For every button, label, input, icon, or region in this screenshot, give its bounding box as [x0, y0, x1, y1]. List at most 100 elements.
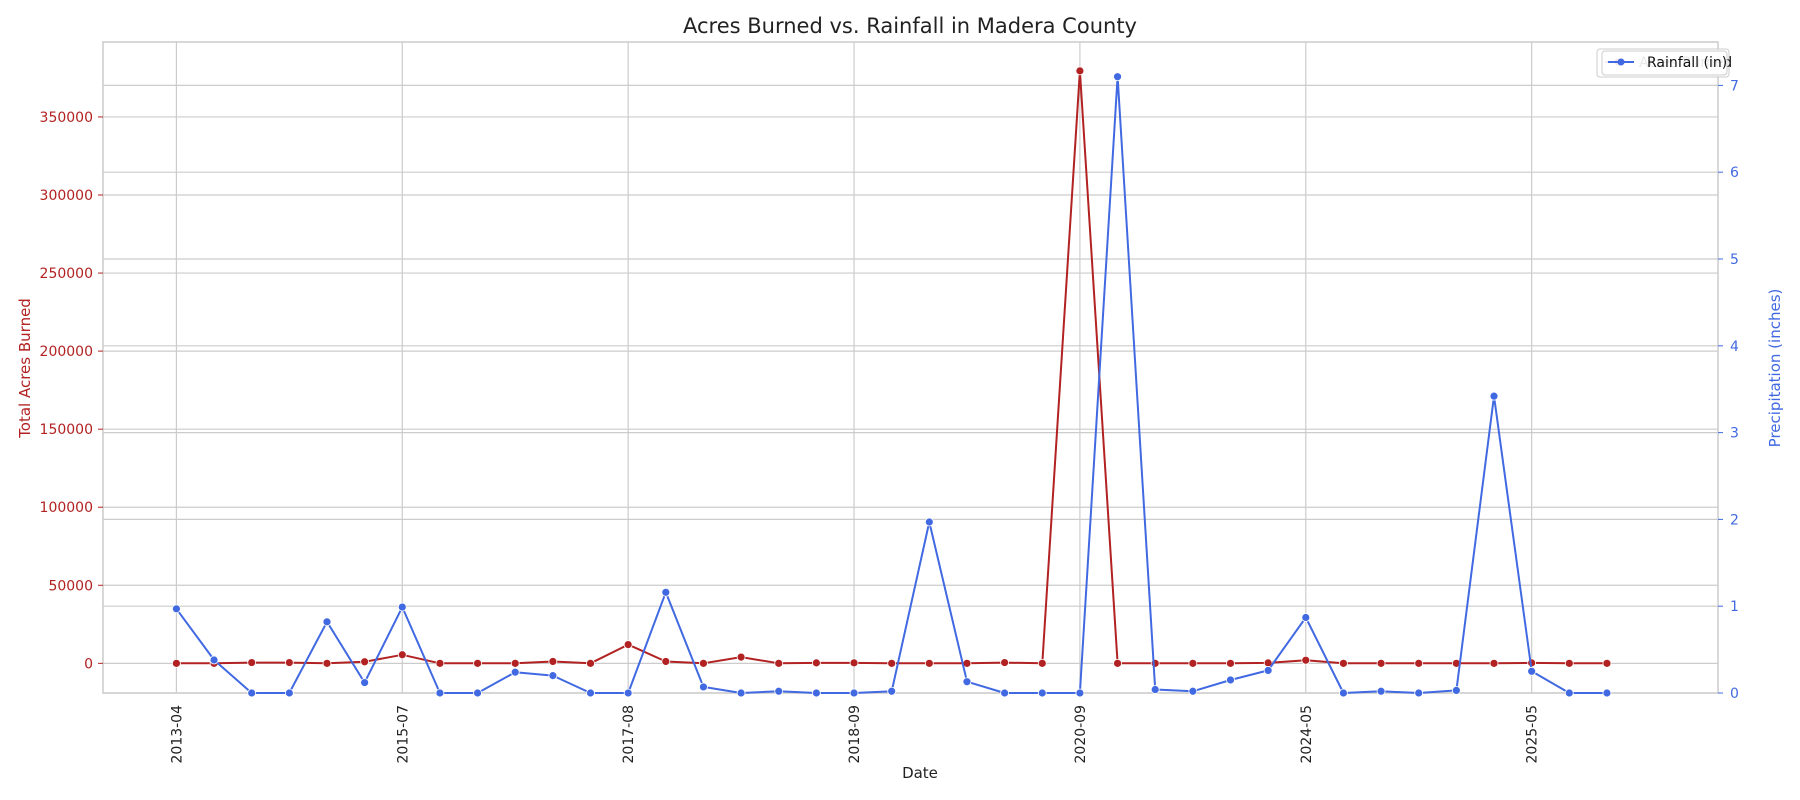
left-tick-label: 300000 — [40, 188, 93, 204]
acres-point — [699, 658, 708, 668]
right-tick-label: 5 — [1730, 252, 1739, 268]
rainfall-point — [435, 688, 445, 698]
legend: Acres Burned Rainfall (in) — [1596, 48, 1732, 78]
rainfall-point — [1301, 613, 1311, 622]
x-tick-label: 2015-07 — [395, 705, 411, 764]
rainfall-point — [1075, 688, 1085, 698]
left-tick-label: 150000 — [40, 422, 93, 438]
acres-point — [623, 640, 633, 650]
rainfall-point — [586, 688, 595, 698]
acres-point — [661, 657, 671, 666]
acres-point — [811, 658, 821, 668]
rainfall-point — [1451, 685, 1461, 695]
x-tick-label: 2013-04 — [169, 705, 185, 764]
rainfall-point — [322, 617, 332, 627]
right-tick-label: 0 — [1730, 686, 1739, 702]
rainfall-point — [1339, 688, 1348, 698]
rainfall-point — [849, 688, 859, 698]
acres-point — [435, 658, 445, 668]
left-tick-label: 50000 — [48, 578, 93, 594]
rainfall-point — [284, 688, 294, 698]
series-layer — [172, 66, 1612, 698]
acres-point — [1000, 658, 1010, 667]
acres-point — [1339, 658, 1348, 668]
acres-point — [887, 658, 897, 668]
rainfall-point — [736, 688, 746, 698]
rainfall-point — [247, 688, 257, 698]
rainfall-point — [209, 655, 219, 665]
acres-point — [1113, 658, 1122, 668]
rainfall-point — [1489, 391, 1499, 401]
acres-series-line — [176, 69, 1607, 665]
rainfall-point — [1376, 686, 1386, 696]
x-tick-label: 2024-05 — [1299, 705, 1315, 764]
rainfall-point — [548, 671, 558, 681]
rainfall-point — [887, 686, 897, 696]
acres-point — [1301, 655, 1311, 665]
acres-point — [586, 658, 595, 668]
acres-point — [1226, 658, 1235, 668]
rainfall-point — [1414, 688, 1424, 698]
grid-layer — [103, 42, 1718, 694]
rainfall-point — [1188, 686, 1198, 696]
legend-rain-marker — [1617, 58, 1625, 66]
right-tick-label: 6 — [1730, 165, 1739, 181]
acres-point — [284, 658, 294, 667]
acres-point — [322, 658, 332, 668]
rainfall-point — [1037, 688, 1047, 698]
acres-point — [473, 658, 482, 668]
acres-point — [397, 650, 407, 660]
x-tick-label: 2018-09 — [847, 705, 863, 764]
rainfall-point — [1113, 72, 1122, 82]
rainfall-point — [1226, 675, 1235, 685]
rainfall-point — [510, 667, 520, 677]
rainfall-point — [962, 677, 972, 687]
rainfall-point — [473, 688, 482, 698]
rainfall-point — [1527, 666, 1537, 676]
right-tick-label: 4 — [1730, 339, 1739, 355]
right-axis-label: Precipitation (inches) — [1766, 289, 1784, 448]
acres-point — [1602, 658, 1612, 668]
acres-point — [1188, 658, 1198, 668]
chart-title: Acres Burned vs. Rainfall in Madera Coun… — [683, 14, 1137, 38]
acres-point — [247, 658, 257, 667]
acres-point — [1150, 658, 1160, 668]
rainfall-series-line — [175, 75, 1607, 694]
acres-point — [924, 658, 934, 668]
acres-point — [1564, 658, 1574, 668]
rainfall-point — [397, 602, 407, 612]
rainfall-point — [1602, 688, 1612, 698]
acres-point — [1075, 66, 1085, 76]
acres-point — [548, 657, 558, 666]
acres-point — [1037, 658, 1047, 668]
left-tick-label: 350000 — [40, 110, 93, 126]
acres-point — [510, 658, 520, 668]
rainfall-point — [924, 517, 934, 527]
right-tick-label: 3 — [1730, 426, 1739, 442]
acres-point — [1376, 658, 1386, 668]
acres-point — [736, 652, 746, 662]
rainfall-point — [1150, 685, 1160, 694]
acres-point — [849, 658, 859, 668]
rainfall-point — [1263, 666, 1273, 675]
right-tick-label: 7 — [1730, 78, 1739, 94]
left-tick-label: 0 — [84, 656, 93, 672]
right-tick-label: 2 — [1730, 512, 1739, 528]
legend-rain-label: Rainfall (in) — [1647, 55, 1727, 71]
rainfall-point — [172, 604, 181, 614]
acres-point — [1414, 658, 1424, 668]
acres-point — [172, 658, 181, 668]
right-tick-label: 1 — [1730, 599, 1739, 615]
axes-layer: 2013-04 2015-07 2017-08 2018-09 2020-09 2024-… — [40, 78, 1739, 763]
rainfall-point — [661, 587, 671, 597]
acres-point — [774, 658, 784, 668]
x-tick-label: 2017-08 — [621, 705, 637, 764]
left-axis-label: Total Acres Burned — [16, 298, 34, 439]
x-tick-label: 2025-05 — [1525, 705, 1541, 764]
x-axis-label: Date — [902, 764, 938, 782]
rainfall-point — [1564, 688, 1574, 698]
rainfall-point — [699, 682, 708, 692]
acres-point — [360, 657, 370, 667]
rainfall-point — [623, 688, 633, 698]
